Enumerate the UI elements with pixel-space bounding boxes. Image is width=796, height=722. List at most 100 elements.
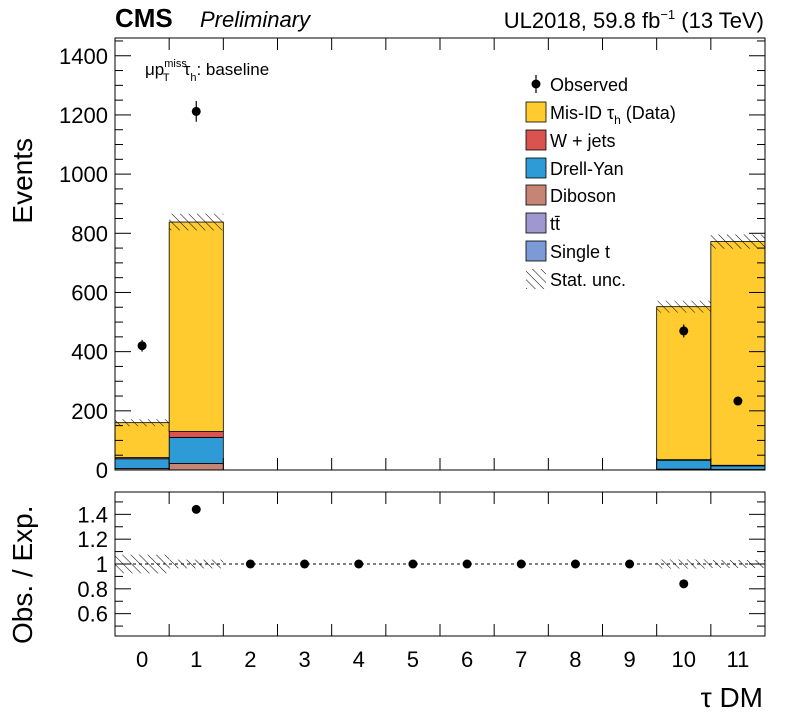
annotation-miss: miss — [164, 58, 187, 70]
stat-unc-bin-1 — [169, 213, 224, 231]
ratio-y-tick-label: 1 — [96, 552, 108, 577]
x-tick-label: 0 — [136, 647, 148, 672]
legend-diboson-label: Diboson — [550, 186, 616, 206]
x-tick-label: 4 — [353, 647, 365, 672]
ratio-y-axis: 0.60.811.21.4 — [77, 501, 765, 627]
y-tick-label: 1000 — [59, 162, 108, 187]
ratio-point-bin-6 — [462, 559, 472, 569]
bar-drell-yan-bin-10 — [656, 459, 712, 470]
bar-mis-id-h-data--bin-0 — [114, 422, 170, 458]
ratio-y-tick-label: 1.2 — [77, 527, 108, 552]
annotation-rest: : baseline — [196, 60, 269, 79]
stat-unc-bin-10 — [656, 300, 711, 313]
bar-drell-yan-bin-0 — [114, 458, 170, 469]
ratio-point-bin-8 — [570, 559, 580, 569]
stacked-bars — [114, 221, 766, 471]
ratio-point-bin-3 — [300, 559, 310, 569]
legend-ttbar-label: tt̄ — [550, 214, 560, 234]
legend-misid-text: Mis-ID τ — [550, 103, 614, 123]
ratio-point-bin-7 — [516, 559, 526, 569]
x-tick-label: 7 — [515, 647, 527, 672]
ratio-y-tick-label: 0.6 — [77, 602, 108, 627]
bar-diboson-bin-1 — [168, 463, 224, 471]
legend-stat-label: Stat. unc. — [550, 270, 626, 290]
annotation-tau: τ — [184, 60, 191, 79]
legend: Observed Mis-ID τh (Data) W + jets Drell… — [525, 75, 676, 290]
y-tick-label: 0 — [96, 458, 108, 483]
ratio-point-bin-1 — [191, 504, 201, 514]
x-tick-label: 10 — [672, 647, 696, 672]
bar-mis-id-h-data--bin-1 — [168, 221, 224, 432]
x-axis-title: τ DM — [701, 682, 763, 713]
legend-singlet-label: Single t — [550, 242, 610, 262]
observed-point-bin-1 — [191, 106, 201, 116]
legend-observed-label: Observed — [550, 75, 628, 95]
legend-ttbar: tt̄ — [525, 212, 560, 234]
ratio-point-bin-9 — [625, 559, 635, 569]
stat-uncertainty-bands — [115, 213, 765, 427]
y-tick-label: 600 — [71, 280, 108, 305]
legend-misid-sub: h — [614, 113, 621, 127]
legend-misid-label: Mis-ID τh (Data) — [550, 103, 676, 127]
annotation-mu: μp — [145, 60, 164, 79]
bar-mis-id-h-data--bin-11 — [710, 241, 766, 466]
y-tick-label: 1200 — [59, 103, 108, 128]
preliminary-label: Preliminary — [200, 7, 312, 32]
ratio-point-bin-4 — [354, 559, 364, 569]
legend-wjets-label: W + jets — [550, 131, 616, 151]
legend-wjets: W + jets — [525, 129, 616, 151]
legend-misid-rest: (Data) — [621, 103, 676, 123]
bar-drell-yan-bin-11 — [710, 465, 766, 470]
x-tick-label: 6 — [461, 647, 473, 672]
y-tick-label: 800 — [71, 221, 108, 246]
ratio-point-bin-5 — [408, 559, 418, 569]
legend-diboson: Diboson — [525, 184, 616, 206]
x-tick-label: 8 — [569, 647, 581, 672]
legend-observed: Observed — [531, 75, 628, 95]
lumi-label: UL2018, 59.8 fb−1 (13 TeV) — [504, 7, 764, 33]
ratio-unc-bin-11 — [710, 560, 765, 568]
x-tick-label: 11 — [726, 647, 749, 672]
legend-dy: Drell-Yan — [525, 157, 624, 179]
ratio-unc-bin-0 — [115, 554, 170, 574]
observed-point-bin-10 — [679, 326, 689, 336]
stat-unc-bin-11 — [710, 234, 765, 249]
stat-unc-bin-0 — [115, 419, 170, 427]
ratio-y-tick-label: 1.4 — [77, 502, 108, 527]
y-tick-label: 1400 — [59, 44, 108, 69]
observed-point-bin-0 — [137, 341, 147, 351]
bar-w-jets-bin-1 — [168, 431, 224, 438]
ratio-point-bin-2 — [245, 559, 255, 569]
x-tick-label: 1 — [190, 647, 202, 672]
y-tick-label: 200 — [71, 399, 108, 424]
bar-drell-yan-bin-1 — [168, 437, 224, 464]
annotation-h: h — [190, 72, 196, 84]
x-tick-label: 3 — [298, 647, 310, 672]
observed-points — [137, 101, 743, 406]
ratio-unc-bin-1 — [169, 559, 224, 569]
lumi-exponent: −1 — [660, 7, 675, 22]
cms-label: CMS — [115, 3, 173, 33]
energy-text: (13 TeV) — [675, 8, 764, 33]
ratio-point-bin-10 — [679, 579, 689, 589]
top-panel: 0 200 400 600 800 1000 1200 1400 Events μpmiss T… — [7, 37, 766, 483]
x-tick-label: 2 — [244, 647, 256, 672]
y-tick-label: 400 — [71, 340, 108, 365]
x-tick-label: 5 — [407, 647, 419, 672]
y-axis-title: Events — [7, 138, 38, 224]
annotation-t: T — [163, 72, 170, 84]
x-axis: 0 1 2 3 4 5 6 7 8 9 10 11 — [114, 492, 766, 672]
ratio-unc-bin-10 — [656, 559, 711, 569]
observed-point-bin-11 — [733, 396, 743, 406]
top-x-ticks — [114, 38, 766, 470]
lumi-text: UL2018, 59.8 fb — [504, 8, 661, 33]
ratio-y-axis-title: Obs. / Exp. — [7, 506, 38, 645]
ratio-points — [191, 504, 689, 589]
ratio-panel: 0.60.811.21.4 0 1 2 3 4 5 6 7 8 9 10 11 Obs. / Exp.… — [7, 491, 766, 713]
top-y-axis: 0 200 400 600 800 1000 1200 1400 — [59, 40, 765, 483]
legend-dy-label: Drell-Yan — [550, 159, 624, 179]
ratio-y-tick-label: 0.8 — [77, 577, 108, 602]
ratio-uncertainty-bands — [115, 554, 765, 574]
